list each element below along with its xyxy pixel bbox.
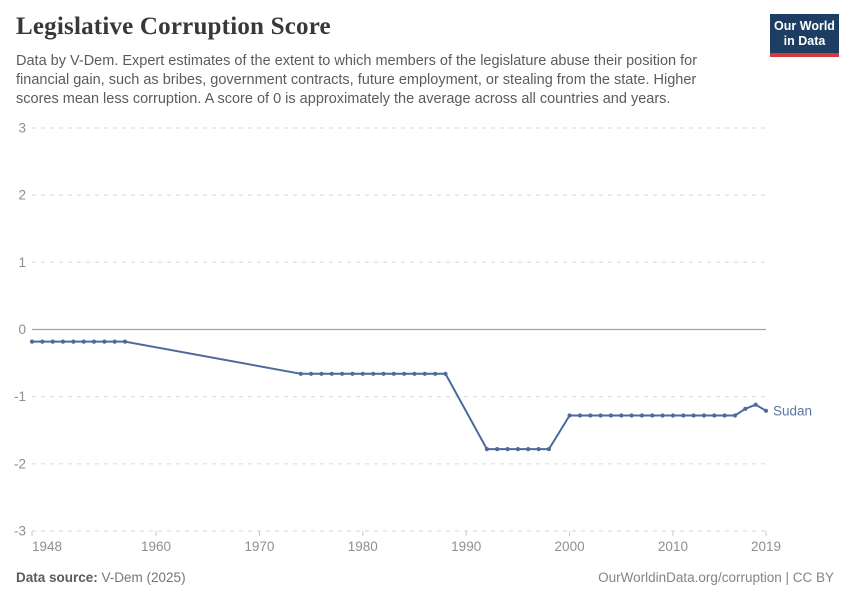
data-point [526,447,531,452]
data-point [536,447,541,452]
data-point [412,371,417,376]
data-point [608,413,614,418]
data-point [298,371,303,376]
x-tick-label: 1980 [348,539,378,554]
data-point [701,413,707,418]
data-point [40,339,45,344]
credit-link[interactable]: OurWorldinData.org/corruption | CC BY [598,570,834,585]
y-tick-label: 3 [18,121,26,136]
data-point [681,413,686,418]
data-point [443,371,448,376]
data-source-note: Data source: V-Dem (2025) [16,570,186,585]
data-point [329,371,334,376]
data-point [391,371,396,376]
data-point [722,413,727,418]
data-point [402,371,407,376]
data-point [660,413,665,418]
data-point [340,371,345,376]
y-tick-label: 2 [18,188,26,203]
data-point [71,339,76,344]
owid-logo-line1: Our World [774,19,835,33]
data-point [495,447,500,452]
data-point [691,413,696,418]
data-point [567,413,572,418]
data-point [112,339,117,344]
data-point [546,447,552,452]
data-point [360,371,365,376]
data-point [670,413,676,418]
x-tick-label: 2019 [751,539,781,554]
data-point [732,413,738,418]
x-tick-label: 2010 [658,539,688,554]
data-point [350,371,355,376]
x-tick-label: 1970 [244,539,274,554]
data-point [763,408,769,413]
x-tick-label: 1948 [32,539,62,554]
data-point [515,447,521,452]
data-point [81,339,86,344]
page-title: Legislative Corruption Score [16,13,331,40]
y-tick-label: -1 [14,389,26,404]
data-point [319,371,324,376]
data-point [712,413,717,418]
series-end-label: Sudan [773,403,812,418]
data-source-value: V-Dem (2025) [97,570,186,585]
data-point [422,371,427,376]
x-tick-label: 1990 [451,539,481,554]
data-point [91,339,97,344]
series-line [31,340,767,451]
data-point [102,339,107,344]
y-tick-label: -3 [14,524,26,539]
x-tick-label: 2000 [555,539,585,554]
data-point [650,413,655,418]
data-point [619,413,624,418]
data-point [588,413,593,418]
data-point [598,413,603,418]
data-point [577,413,583,418]
data-point [309,371,314,376]
data-point [753,402,758,407]
data-point [505,447,510,452]
y-tick-label: 1 [18,255,26,270]
x-tick-label: 1960 [141,539,171,554]
data-point [50,339,55,344]
owid-logo[interactable]: Our World in Data [770,14,839,57]
data-point [122,339,128,344]
data-point [629,413,634,418]
data-point [484,447,489,452]
owid-logo-line2: in Data [783,34,826,48]
data-point [29,339,35,344]
data-point [743,406,748,411]
data-point [60,339,66,344]
data-point [639,413,645,418]
data-point [371,371,376,376]
data-point [381,371,386,376]
y-tick-label: -2 [14,456,26,471]
data-source-label: Data source: [16,570,98,585]
y-tick-label: 0 [18,322,26,337]
data-point [433,371,438,376]
chart-subtitle: Data by V-Dem. Expert estimates of the e… [16,53,698,107]
